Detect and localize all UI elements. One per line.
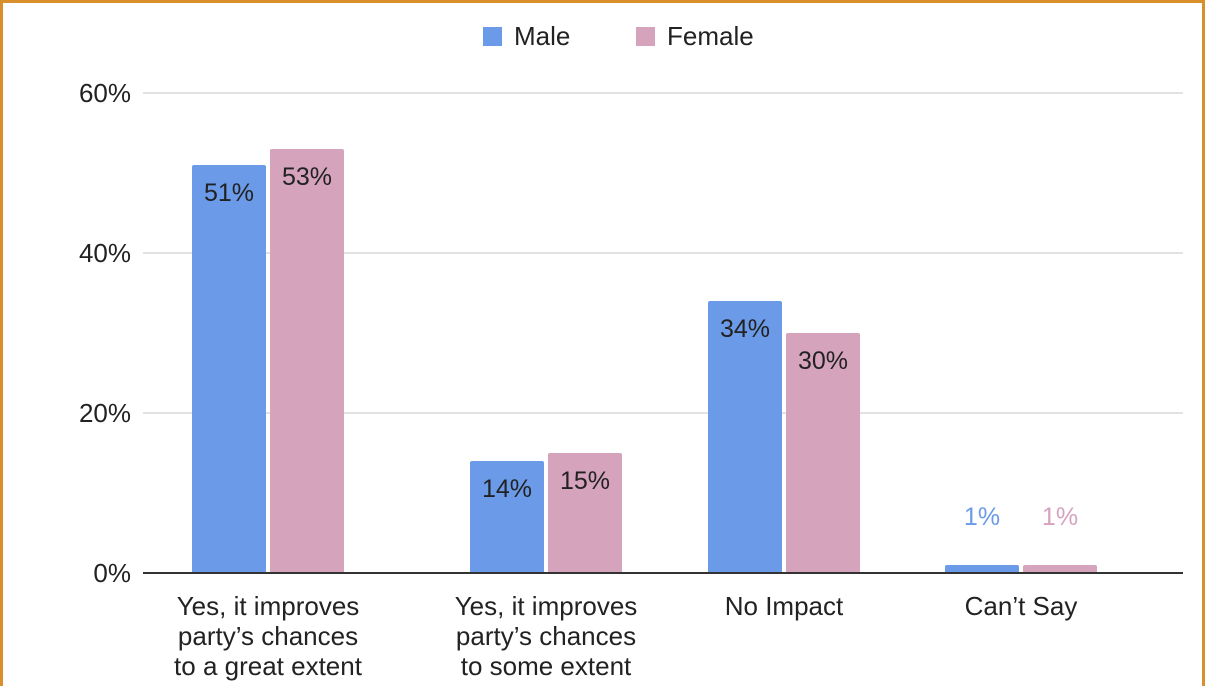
- legend-label-male: Male: [514, 21, 570, 51]
- bar-chart: 0% 20% 40% 60% 51% 53% 14% 15% 34% 30% 1% 1% Yes, …: [79, 21, 1183, 681]
- x-tick-label: Yes, it improves: [455, 591, 638, 621]
- x-tick-label: Can’t Say: [965, 591, 1078, 621]
- y-tick-label: 40%: [79, 238, 131, 268]
- x-tick-label: Yes, it improves: [177, 591, 360, 621]
- y-axis: 0% 20% 40% 60%: [79, 78, 131, 588]
- bar-male-2: [470, 461, 544, 573]
- data-label: 53%: [282, 163, 332, 191]
- data-label: 1%: [964, 503, 1000, 531]
- data-label: 34%: [720, 315, 770, 343]
- y-tick-label: 60%: [79, 78, 131, 108]
- legend-label-female: Female: [667, 21, 754, 51]
- data-label: 14%: [482, 475, 532, 503]
- y-tick-label: 0%: [93, 558, 131, 588]
- bar-male-1: [192, 165, 266, 573]
- legend: Male Female: [483, 21, 754, 51]
- bars: [192, 149, 1097, 573]
- data-labels: 51% 53% 14% 15% 34% 30% 1% 1%: [204, 163, 1078, 531]
- data-label: 51%: [204, 179, 254, 207]
- x-tick-label: No Impact: [725, 591, 844, 621]
- bar-female-2: [548, 453, 622, 573]
- x-tick-label: party’s chances: [456, 621, 636, 651]
- x-tick-label: party’s chances: [178, 621, 358, 651]
- bar-female-1: [270, 149, 344, 573]
- bar-female-4: [1023, 565, 1097, 573]
- data-label: 15%: [560, 467, 610, 495]
- legend-swatch-male: [483, 27, 502, 46]
- y-tick-label: 20%: [79, 398, 131, 428]
- data-label: 1%: [1042, 503, 1078, 531]
- legend-swatch-female: [636, 27, 655, 46]
- data-label: 30%: [798, 347, 848, 375]
- x-tick-label: to a great extent: [174, 651, 363, 681]
- x-tick-label: to some extent: [461, 651, 632, 681]
- bar-male-3: [708, 301, 782, 573]
- bar-male-4: [945, 565, 1019, 573]
- bar-female-3: [786, 333, 860, 573]
